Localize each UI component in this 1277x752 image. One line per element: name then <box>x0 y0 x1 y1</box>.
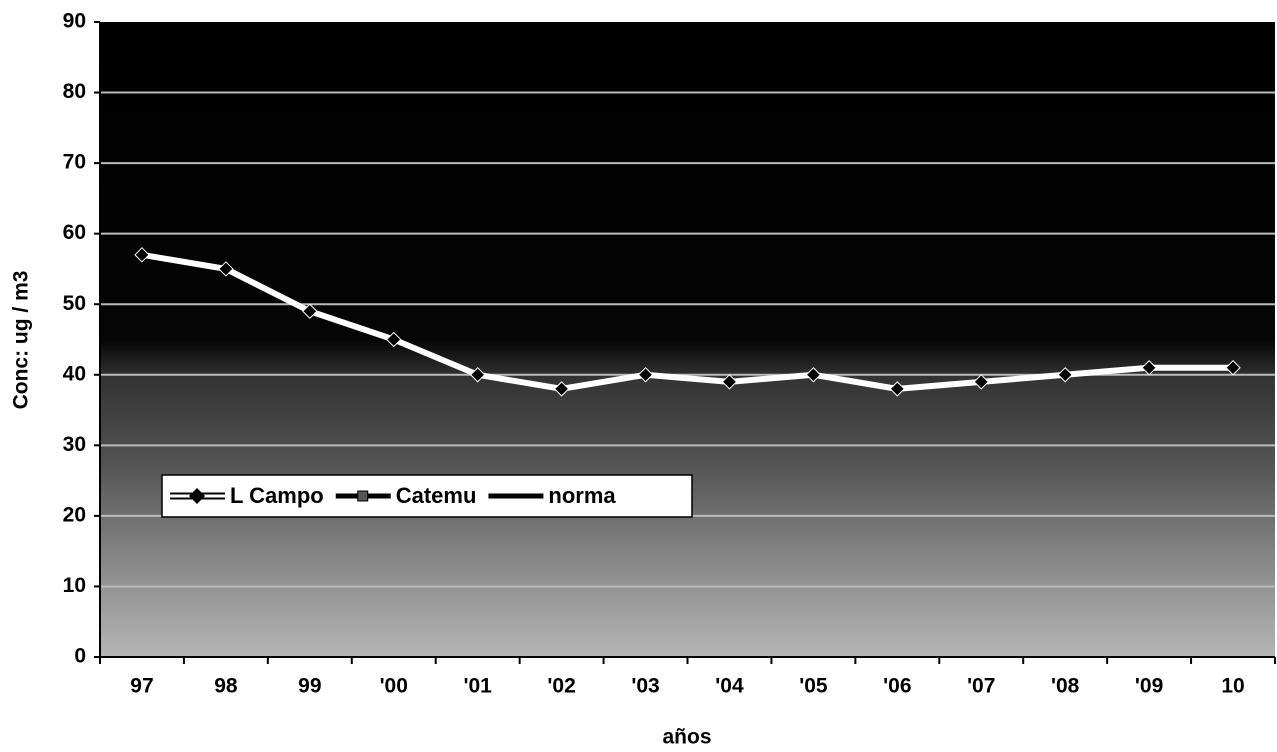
x-tick-label: 99 <box>298 675 321 698</box>
data-point <box>889 381 906 397</box>
y-tick-label: 30 <box>63 433 86 456</box>
data-point <box>553 381 570 397</box>
y-tick-label: 20 <box>63 503 86 526</box>
data-point <box>218 261 234 277</box>
x-tick-label: '03 <box>631 675 659 698</box>
data-point <box>1141 360 1157 376</box>
x-tick-label: '00 <box>380 675 408 698</box>
y-tick-label: 10 <box>63 574 86 597</box>
y-tick-label: 50 <box>63 292 86 315</box>
data-point <box>469 367 486 383</box>
x-tick-label: '08 <box>1051 675 1080 698</box>
x-tick-label: '05 <box>799 675 828 698</box>
x-tick-label: '09 <box>1135 675 1163 698</box>
legend-marker <box>189 488 205 504</box>
series-line <box>141 251 1234 392</box>
legend-label: norma <box>548 483 616 508</box>
x-axis-label: años <box>662 726 711 749</box>
data-point <box>637 367 654 383</box>
data-point <box>302 303 318 319</box>
legend-marker <box>357 490 369 502</box>
legend: L Campo Catemu norma <box>161 474 693 518</box>
x-tick-label: 98 <box>214 675 238 698</box>
x-tick-label: '02 <box>547 675 575 698</box>
data-point <box>134 247 150 263</box>
plot-area <box>100 22 1275 657</box>
data-point <box>805 367 822 383</box>
data-point <box>1057 367 1073 383</box>
y-tick-label: 60 <box>63 221 86 244</box>
y-tick-label: 70 <box>63 151 86 174</box>
x-tick-label: '01 <box>463 675 492 698</box>
data-point <box>1225 360 1241 376</box>
x-tick-label: '07 <box>967 675 995 698</box>
x-tick-label: 97 <box>130 675 153 698</box>
legend-label: Catemu <box>396 483 477 508</box>
y-axis-label: Conc: ug / m3 <box>10 271 33 410</box>
x-tick-label: '04 <box>715 675 744 698</box>
legend-label: L Campo <box>230 483 324 508</box>
data-point <box>721 374 738 390</box>
y-tick-label: 80 <box>63 80 86 103</box>
legend-box <box>161 474 693 518</box>
data-point <box>973 374 989 390</box>
y-tick-label: 90 <box>63 10 86 33</box>
y-tick-label: 40 <box>63 362 86 385</box>
x-tick-label: '06 <box>883 675 911 698</box>
x-tick-label: 10 <box>1221 675 1244 698</box>
y-tick-label: 0 <box>74 645 86 668</box>
data-point <box>386 331 402 348</box>
